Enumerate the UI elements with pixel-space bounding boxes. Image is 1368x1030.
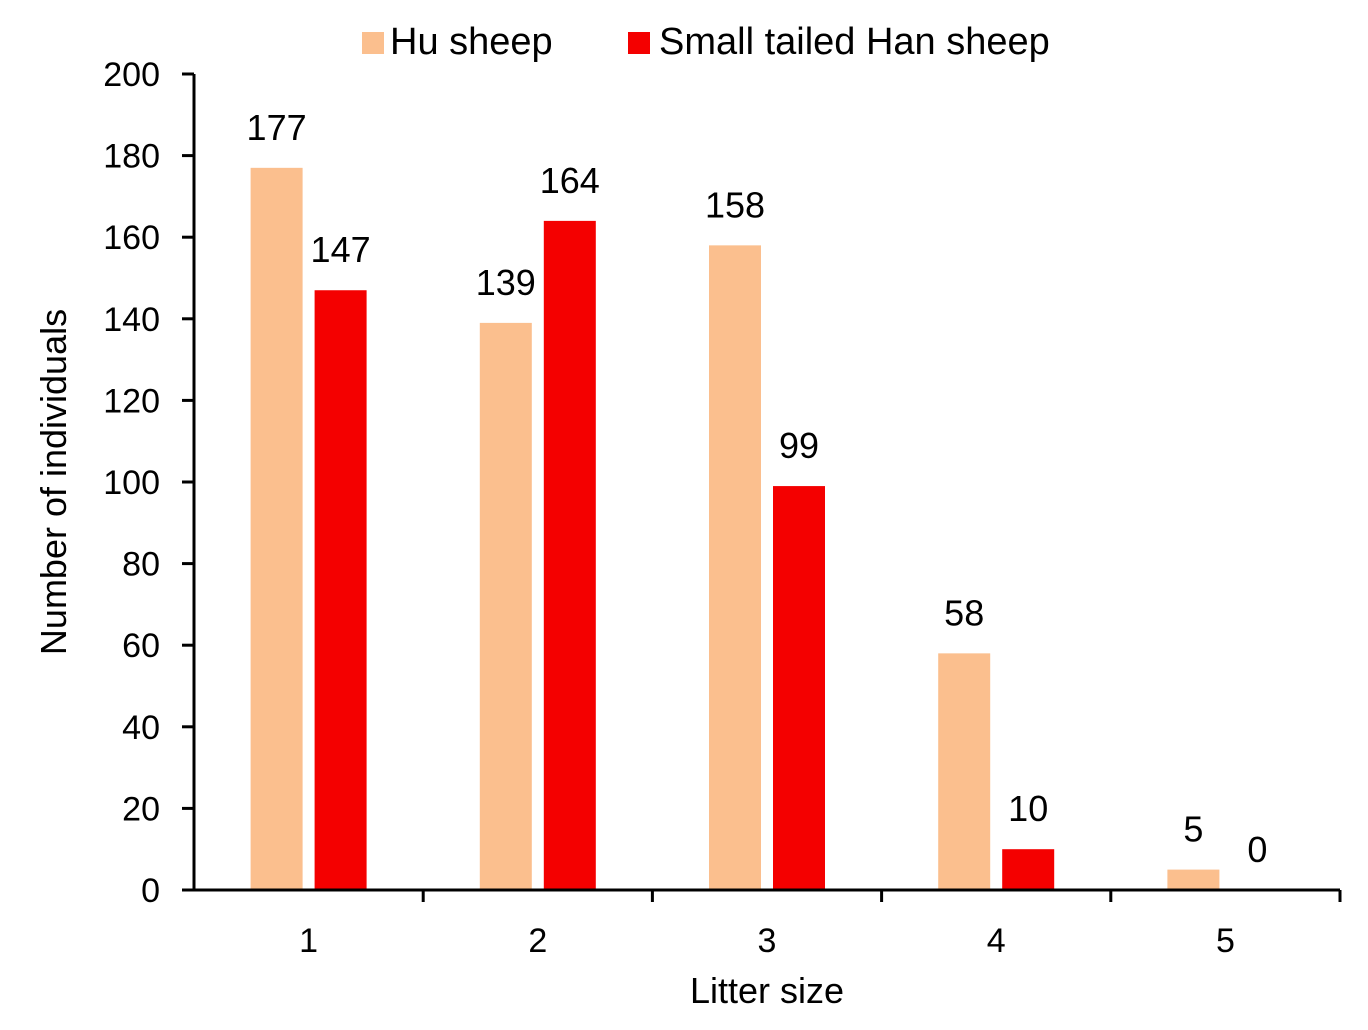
y-tick-label: 140 xyxy=(103,301,160,339)
x-tick-label: 2 xyxy=(528,922,547,960)
data-label-series-2-category-5: 0 xyxy=(1247,829,1267,870)
data-label-series-1-category-3: 158 xyxy=(705,184,765,225)
y-axis-title: Number of individuals xyxy=(33,309,74,655)
bar-series-2-category-2 xyxy=(543,220,596,890)
data-label-series-2-category-3: 99 xyxy=(779,425,819,466)
data-label-series-1-category-4: 58 xyxy=(944,592,984,633)
x-tick-label: 4 xyxy=(987,922,1006,960)
bar-series-2-category-1 xyxy=(314,290,367,890)
y-tick-label: 60 xyxy=(122,627,160,665)
bar-series-1-category-1 xyxy=(250,167,303,891)
y-tick-label: 0 xyxy=(141,872,160,910)
y-tick-label: 120 xyxy=(103,382,160,420)
legend-label-series-2: Small tailed Han sheep xyxy=(659,21,1050,63)
bar-series-1-category-4 xyxy=(938,653,991,890)
legend-swatch-series-1 xyxy=(362,32,384,54)
bar-series-1-category-3 xyxy=(709,245,761,891)
y-tick-label: 80 xyxy=(122,546,160,584)
bar-series-2-category-4 xyxy=(1002,849,1055,890)
x-tick-label: 3 xyxy=(758,922,777,960)
data-label-series-2-category-2: 164 xyxy=(540,160,600,201)
legend: Hu sheep Small tailed Han sheep xyxy=(362,21,1050,63)
data-label-series-1-category-1: 177 xyxy=(247,107,307,148)
bars-group xyxy=(250,167,1220,891)
x-axis-title: Litter size xyxy=(690,970,844,1011)
data-label-series-1-category-5: 5 xyxy=(1183,809,1203,850)
y-tick-label: 20 xyxy=(122,790,160,828)
y-tick-label: 200 xyxy=(103,56,160,94)
x-tick-label: 1 xyxy=(299,922,318,960)
y-tick-label: 40 xyxy=(122,709,160,747)
legend-label-series-1: Hu sheep xyxy=(390,21,553,63)
bar-series-1-category-2 xyxy=(479,322,532,890)
bar-series-2-category-3 xyxy=(773,486,825,890)
legend-swatch-series-2 xyxy=(628,32,650,54)
bar-series-1-category-5 xyxy=(1167,869,1220,890)
data-label-series-2-category-4: 10 xyxy=(1008,788,1048,829)
data-label-series-2-category-1: 147 xyxy=(311,229,371,270)
y-tick-label: 180 xyxy=(103,138,160,176)
y-tick-label: 160 xyxy=(103,219,160,257)
data-labels-group: 177 147 139 164 158 99 58 10 5 0 xyxy=(247,107,1268,870)
data-label-series-1-category-2: 139 xyxy=(476,262,536,303)
x-tick-label: 5 xyxy=(1216,922,1235,960)
y-tick-label: 100 xyxy=(103,464,160,502)
